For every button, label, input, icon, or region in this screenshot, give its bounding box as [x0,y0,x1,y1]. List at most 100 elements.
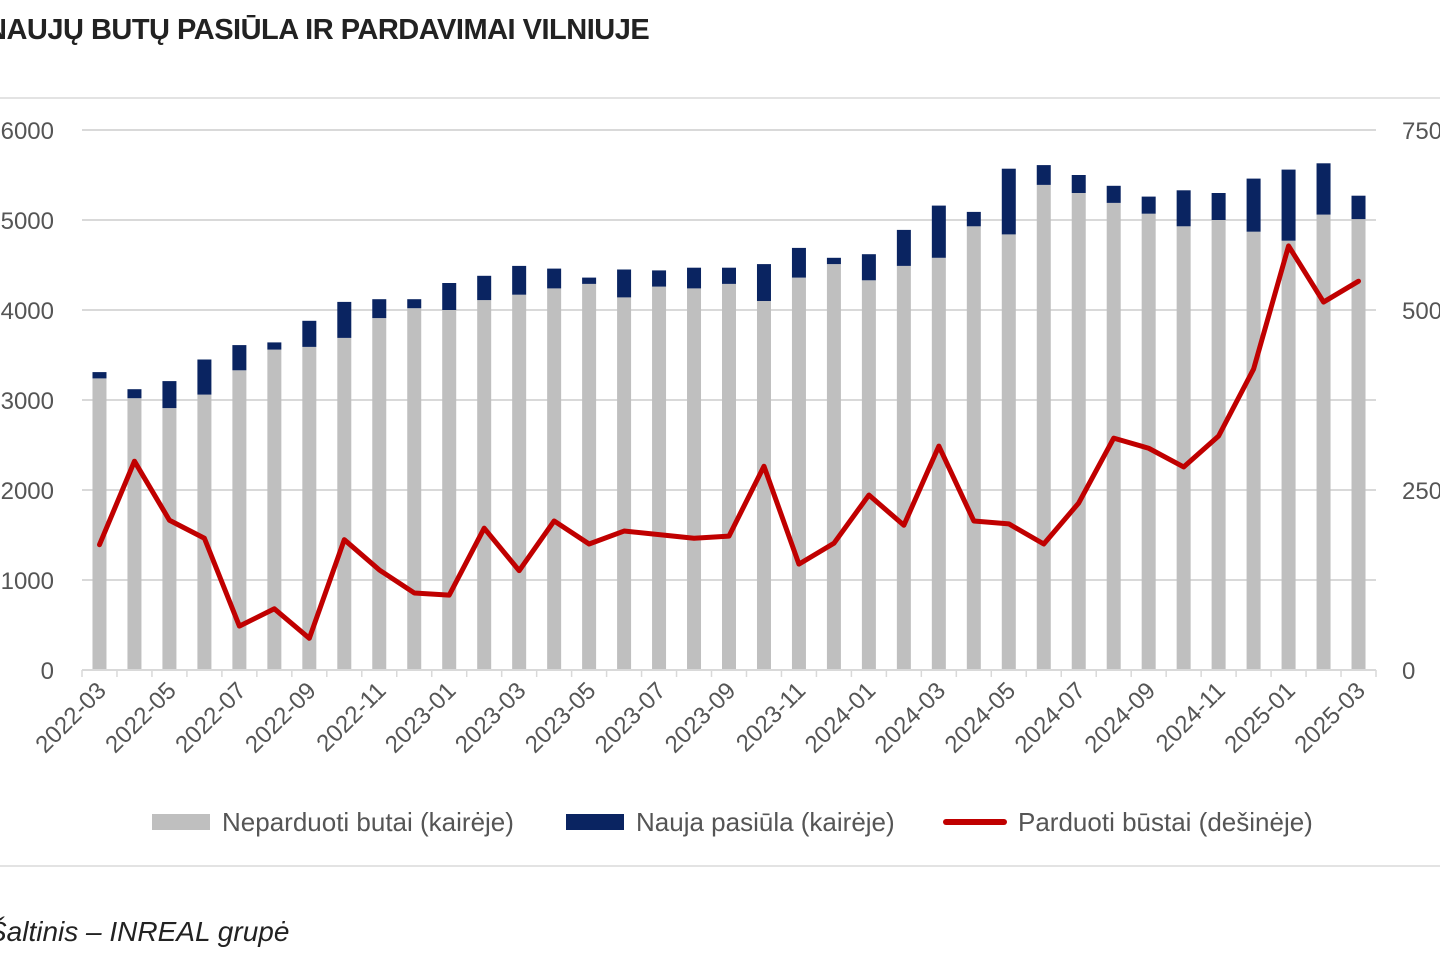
bar-new-supply [512,265,527,295]
bar-unsold [372,318,387,670]
bar-new-supply [1036,165,1051,185]
bar-unsold [162,408,177,670]
x-tick-label: 2022-11 [311,677,391,757]
x-tick-label: 2025-01 [1219,677,1300,758]
bar-new-supply [162,381,177,409]
legend-swatch-new-supply [566,814,624,830]
bar-new-supply [617,269,632,298]
bar-new-supply [756,264,771,301]
bar-new-supply [1176,190,1191,227]
x-tick-label: 2024-07 [1010,677,1091,758]
bar-unsold [1001,234,1016,670]
x-tick-label: 2024-11 [1151,677,1231,757]
x-tick-label: 2023-11 [731,677,811,757]
y-left-tick-label: 4000 [1,298,54,325]
bar-new-supply [1106,185,1121,203]
bar-unsold [512,294,527,670]
bar-unsold [1141,213,1156,670]
bar-new-supply [407,299,422,309]
bar-unsold [407,308,422,670]
bar-new-supply [302,320,317,347]
bar-unsold [302,346,317,670]
bar-new-supply [1001,168,1016,235]
bar-unsold [1036,184,1051,670]
source-note: Šaltinis – INREAL grupė [0,916,290,947]
bar-unsold [197,394,212,670]
bar-new-supply [1316,163,1331,215]
bottom-divider [0,865,1440,867]
x-tick-label: 2024-03 [870,677,951,758]
bar-unsold [861,280,876,670]
y-left-tick-label: 5000 [1,208,54,235]
x-tick-label: 2025-03 [1289,677,1370,758]
bar-new-supply [722,267,736,284]
bar-unsold [617,297,632,670]
bar-unsold [232,370,247,670]
bar-new-supply [1281,169,1296,241]
bar-unsold [722,283,736,670]
y-left-tick-label: 6000 [1,118,54,145]
bar-new-supply [582,277,597,284]
bar-new-supply [372,299,387,319]
x-tick-label: 2022-03 [30,677,111,758]
line-sold [96,243,1362,641]
bar-new-supply [232,345,247,371]
legend-label-new-supply: Nauja pasiūla (kairėje) [636,807,895,837]
x-tick-label: 2022-09 [240,677,321,758]
x-tick-label: 2023-07 [590,677,671,758]
bar-new-supply [267,342,282,350]
bar-new-supply [791,247,806,278]
bar-unsold [966,226,981,671]
bar-new-supply [966,211,981,227]
bar-unsold [756,301,771,670]
bar-unsold [687,288,702,670]
bar-unsold [1316,214,1331,670]
y-right-tick-label: 0 [1402,658,1415,685]
y-left-tick-label: 3000 [1,388,54,415]
bar-unsold [1071,193,1086,670]
bar-new-supply [1246,178,1261,232]
x-tick-label: 2024-05 [940,677,1021,758]
y-left-tick-label: 2000 [1,478,54,505]
top-divider [0,97,1440,99]
bar-unsold [1351,219,1366,670]
x-tick-label: 2023-03 [450,677,531,758]
bar-new-supply [652,270,667,287]
x-tick-label: 2024-09 [1080,677,1161,758]
bar-unsold [1281,240,1296,670]
bar-unsold [92,378,107,670]
bar-new-supply [442,283,457,310]
y-left-tick-label: 0 [41,658,54,685]
bar-unsold [1211,220,1226,670]
bar-unsold [127,398,142,670]
x-tick-label: 2022-07 [170,677,251,758]
bar-new-supply [896,229,911,266]
bar-new-supply [547,268,562,289]
bar-new-supply [1351,195,1366,220]
bar-unsold [442,310,457,670]
y-right-tick-label: 250 [1402,478,1440,505]
y-right-tick-label: 500 [1402,298,1440,325]
legend-swatch-unsold [152,814,210,830]
legend-label-unsold: Neparduoti butai (kairėje) [222,807,514,837]
bar-unsold [1246,231,1261,670]
bar-unsold [337,337,352,670]
bar-new-supply [861,254,876,281]
chart-title: NAUJŲ BUTŲ PASIŪLA IR PARDAVIMAI VILNIUJ… [0,14,650,46]
bar-unsold [582,283,597,670]
bar-unsold [547,288,562,670]
bar-unsold [477,300,492,670]
x-tick-label: 2023-09 [660,677,741,758]
bar-new-supply [931,205,946,258]
bar-new-supply [197,359,212,395]
bar-unsold [652,286,667,670]
x-tick-label: 2023-05 [520,677,601,758]
bar-new-supply [477,275,492,301]
bar-new-supply [1211,193,1226,220]
bar-unsold [826,264,841,670]
bar-unsold [896,265,911,670]
bar-new-supply [92,372,107,379]
bar-new-supply [337,301,352,338]
bar-new-supply [687,267,702,289]
